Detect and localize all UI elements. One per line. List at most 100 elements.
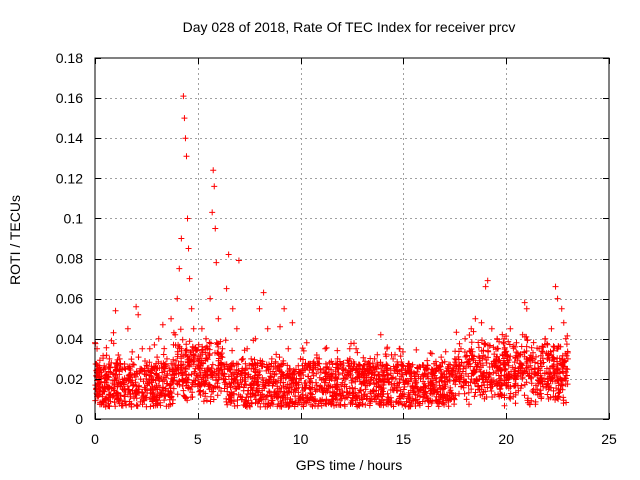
scatter-point — [340, 365, 347, 372]
scatter-point — [542, 335, 549, 342]
scatter-point — [172, 331, 179, 338]
scatter-point — [212, 225, 219, 232]
scatter-point — [548, 325, 555, 332]
scatter-point — [396, 345, 403, 352]
scatter-point — [188, 305, 195, 312]
scatter-point — [235, 257, 242, 264]
y-tick-label: 0.04 — [56, 331, 83, 347]
scatter-point — [462, 335, 469, 342]
scatter-point — [264, 325, 271, 332]
scatter-point — [248, 365, 255, 372]
scatter-point — [185, 245, 192, 252]
scatter-point — [240, 355, 247, 362]
scatter-point — [116, 355, 123, 362]
y-tick-label: 0.1 — [64, 210, 84, 226]
scatter-point — [182, 135, 189, 142]
scatter-point — [484, 277, 491, 284]
scatter-point — [183, 153, 190, 160]
scatter-point — [445, 365, 452, 372]
y-tick-label: 0.16 — [56, 90, 83, 106]
x-tick-label: 10 — [293, 431, 309, 447]
scatter-point — [184, 215, 191, 222]
scatter-point — [163, 355, 170, 362]
scatter-point — [482, 283, 489, 290]
scatter-point — [211, 183, 218, 190]
scatter-point — [554, 295, 561, 302]
scatter-point — [98, 375, 105, 382]
scatter-point — [365, 359, 372, 366]
scatter-point — [272, 365, 279, 372]
scatter-point — [501, 335, 508, 342]
x-tick-label: 25 — [601, 431, 617, 447]
scatter-point — [521, 299, 528, 306]
scatter-point — [186, 275, 193, 282]
scatter-point — [285, 345, 292, 352]
y-tick-label: 0.18 — [56, 50, 83, 66]
scatter-point — [297, 355, 304, 362]
scatter-point — [159, 321, 166, 328]
scatter-point — [244, 345, 251, 352]
scatter-background-cloud — [92, 326, 571, 410]
x-tick-labels: 0 5 10 15 20 25 — [91, 431, 617, 447]
scatter-point — [377, 331, 384, 338]
scatter-point — [281, 305, 288, 312]
scatter-point — [309, 365, 316, 372]
scatter-point — [457, 345, 464, 352]
scatter-point — [478, 319, 485, 326]
scatter-point — [420, 391, 427, 398]
scatter-point — [427, 385, 434, 392]
scatter-point — [209, 209, 216, 216]
scatter-point — [96, 391, 103, 398]
scatter-point — [328, 375, 335, 382]
scatter-point — [268, 355, 275, 362]
scatter-point — [180, 93, 187, 100]
scatter-point — [402, 365, 409, 372]
scatter-point — [135, 311, 142, 318]
scatter-point — [198, 325, 205, 332]
scatter-point — [353, 345, 360, 352]
scatter-point — [124, 325, 131, 332]
x-tick-label: 5 — [194, 431, 202, 447]
scatter-point — [207, 295, 214, 302]
scatter-point — [507, 325, 514, 332]
scatter-point — [558, 305, 565, 312]
scatter-point — [178, 235, 185, 242]
scatter-point — [256, 305, 263, 312]
scatter-point — [223, 285, 230, 292]
scatter-point — [139, 345, 146, 352]
scatter-point — [168, 315, 175, 322]
scatter-point — [102, 365, 109, 372]
scatter-point — [174, 295, 181, 302]
scatter-point — [513, 339, 520, 346]
scatter-point — [252, 335, 259, 342]
plot-frame — [94, 57, 610, 420]
scatter-cloud-marks — [92, 326, 571, 410]
chart-title: Day 028 of 2018, Rate Of TEC Index for r… — [183, 19, 516, 35]
scatter-point — [133, 303, 140, 310]
scatter-point — [213, 259, 220, 266]
scatter-point — [129, 371, 136, 378]
scatter-point — [536, 345, 543, 352]
scatter-point — [143, 375, 150, 382]
y-tick-label: 0.14 — [56, 130, 83, 146]
scatter-point — [383, 345, 390, 352]
scatter-point — [190, 325, 197, 332]
scatter-point — [106, 355, 113, 362]
scatter-point — [523, 305, 530, 312]
scatter-point — [110, 329, 117, 336]
scatter-point — [390, 355, 397, 362]
scatter-point — [433, 375, 440, 382]
x-tick-label: 20 — [498, 431, 514, 447]
scatter-point — [560, 319, 567, 326]
scatter-point — [519, 331, 526, 338]
x-tick-label: 0 — [91, 431, 99, 447]
scatter-point — [439, 359, 446, 366]
scatter-point — [408, 375, 415, 382]
scatter-point — [229, 305, 236, 312]
scatter-point — [316, 355, 323, 362]
scatter-point — [176, 265, 183, 272]
scatter-point — [215, 315, 222, 322]
scatter-point — [120, 379, 127, 386]
scatter-point — [322, 345, 329, 352]
scatter-point — [151, 365, 158, 372]
